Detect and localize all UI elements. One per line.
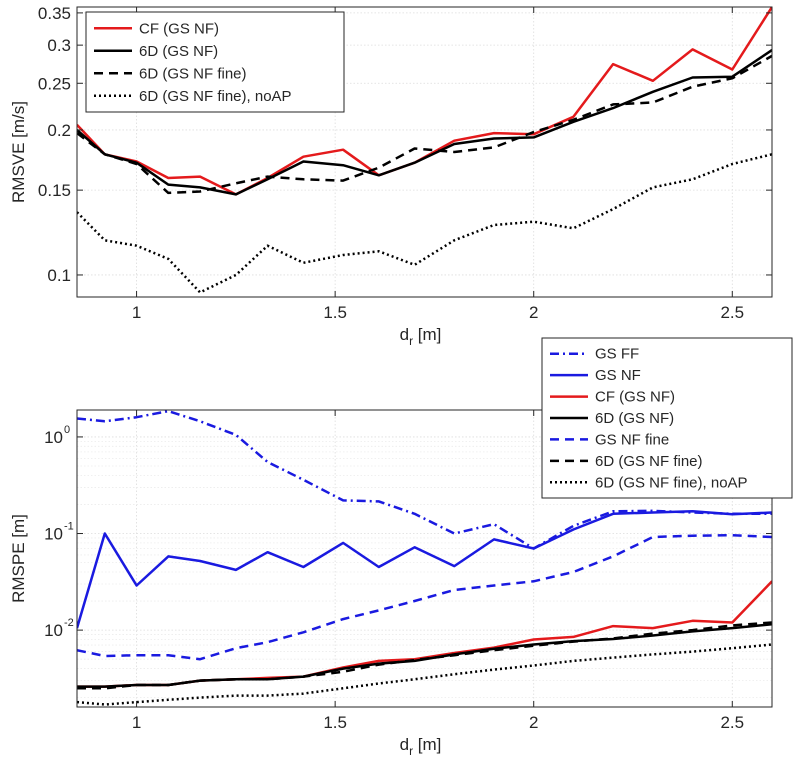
series-line-6d-gs-nf-fine-noap <box>77 643 772 706</box>
x-axis-label: dr [m] <box>400 325 442 348</box>
legend-label: CF (GS NF) <box>139 20 219 37</box>
legend: GS FF GS NF CF (GS NF) 6D (GS NF) GS NF fine… <box>541 337 793 499</box>
grid <box>77 410 772 707</box>
chart-rmspe: 1 1.5 2 2.510-210-110 0dr [m]RMSPE [m]GS FFG… <box>9 337 793 758</box>
x-tick-label: 2 <box>529 713 538 732</box>
y-tick-exponent: -1 <box>64 521 74 533</box>
y-tick-label: 0.1 <box>47 266 71 285</box>
series-line-6d-gs-nf- <box>77 623 772 688</box>
legend-label: 6D (GS NF fine) <box>139 65 247 82</box>
legend-label: CF (GS NF) <box>595 389 675 406</box>
x-axis-label: dr [m] <box>400 735 442 758</box>
series-line-gs-ff <box>77 410 772 550</box>
legend-label: 6D (GS NF) <box>595 410 674 427</box>
y-tick-label: 0.15 <box>38 181 71 200</box>
series-line-6d-gs-nf- <box>77 49 772 196</box>
x-tick-label: 1 <box>132 303 141 322</box>
series-line-gs-nf <box>77 510 772 629</box>
y-tick-label: 0.25 <box>38 74 71 93</box>
series-group <box>77 7 772 294</box>
legend-label: 6D (GS NF) <box>139 43 218 60</box>
legend-label: 6D (GS NF fine), noAP <box>595 474 748 491</box>
x-tick-label: 1.5 <box>323 713 347 732</box>
y-tick-label: 10 <box>44 428 63 447</box>
series-line-gs-nf-fine <box>77 533 772 661</box>
y-tick-label: 0.35 <box>38 4 71 23</box>
legend-label: 6D (GS NF fine), noAP <box>139 88 292 105</box>
x-tick-label: 1.5 <box>323 303 347 322</box>
series-line-6d-gs-nf-fine-noap <box>77 153 772 294</box>
series-line-6d-gs-nf-fine- <box>77 54 772 195</box>
series-group <box>77 410 772 706</box>
y-tick-label: 0.2 <box>47 121 71 140</box>
y-axis-label: RMSPE [m] <box>9 514 28 603</box>
legend-label: 6D (GS NF fine) <box>595 453 703 470</box>
legend-label: GS NF <box>595 367 641 384</box>
x-tick-label: 2.5 <box>720 713 744 732</box>
chart-rmsve: 1 1.5 2 2.5 0.1 0.15 0.2 0.25 0.3 0.35 dr [m] RMSVE… <box>9 4 773 348</box>
y-tick-exponent: -2 <box>64 617 74 629</box>
y-tick-label: 10 <box>44 525 63 544</box>
legend: CF (GS NF) 6D (GS NF) 6D (GS NF fine) 6D (G… <box>85 11 345 113</box>
legend-label: GS NF fine <box>595 431 669 448</box>
y-tick-label: 10 <box>44 621 63 640</box>
x-tick-label: 2.5 <box>720 303 744 322</box>
x-tick-label: 1 <box>132 713 141 732</box>
y-axis-label: RMSVE [m/s] <box>9 101 28 203</box>
axes-box <box>76 409 773 708</box>
x-tick-label: 2 <box>529 303 538 322</box>
axes-box <box>76 6 773 298</box>
y-tick-label: 0.3 <box>47 36 71 55</box>
y-tick-exponent: 0 <box>64 424 70 436</box>
series-line-6d-gs-nf-fine- <box>77 621 772 690</box>
legend-label: GS FF <box>595 346 639 363</box>
